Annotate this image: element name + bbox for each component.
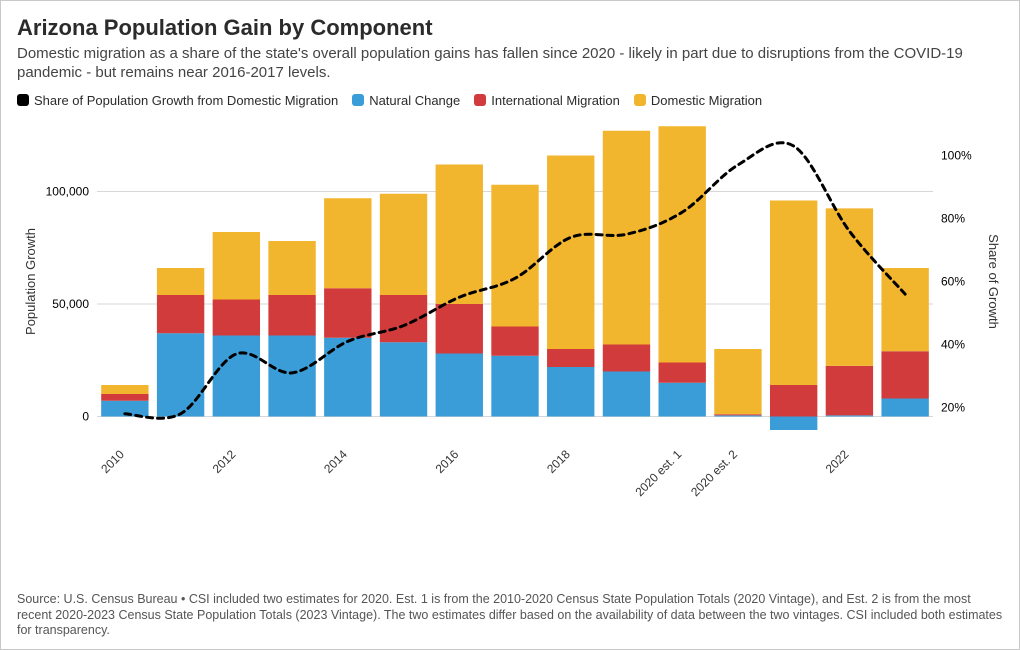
legend-label: Share of Population Growth from Domestic… bbox=[34, 93, 338, 108]
bar-domestic bbox=[491, 184, 538, 326]
legend-item: Domestic Migration bbox=[634, 93, 762, 108]
bar-natural bbox=[157, 333, 204, 416]
bar-domestic bbox=[714, 349, 761, 414]
bar-intl bbox=[157, 295, 204, 333]
bar-natural bbox=[603, 371, 650, 416]
bar-domestic bbox=[268, 241, 315, 295]
bar-intl bbox=[324, 288, 371, 338]
bar-domestic bbox=[659, 126, 706, 362]
legend-swatch bbox=[474, 94, 486, 106]
y-left-tick: 0 bbox=[82, 409, 89, 423]
y-right-tick: 100% bbox=[941, 148, 972, 162]
bar-intl bbox=[770, 385, 817, 417]
legend-label: International Migration bbox=[491, 93, 620, 108]
bar-domestic bbox=[157, 268, 204, 295]
chart-title: Arizona Population Gain by Component bbox=[17, 15, 1003, 41]
bar-domestic bbox=[324, 198, 371, 288]
bar-intl bbox=[881, 351, 928, 398]
y-right-tick: 20% bbox=[941, 400, 965, 414]
bar-domestic bbox=[213, 232, 260, 300]
bar-intl bbox=[547, 349, 594, 367]
bar-domestic bbox=[380, 193, 427, 294]
legend-swatch bbox=[634, 94, 646, 106]
bar-intl bbox=[213, 299, 260, 335]
bar-domestic bbox=[770, 200, 817, 385]
y-left-tick: 100,000 bbox=[46, 184, 90, 198]
bar-domestic bbox=[436, 164, 483, 304]
bar-domestic bbox=[603, 130, 650, 344]
chart-area: 050,000100,00020%40%60%80%100%2010201220… bbox=[17, 114, 1003, 534]
bar-domestic bbox=[547, 155, 594, 349]
source-note: Source: U.S. Census Bureau • CSI include… bbox=[17, 592, 1003, 639]
y-right-tick: 80% bbox=[941, 211, 965, 225]
bar-intl bbox=[826, 365, 873, 415]
y-left-tick: 50,000 bbox=[52, 297, 89, 311]
x-tick-label: 2022 bbox=[823, 446, 852, 475]
legend-swatch bbox=[352, 94, 364, 106]
x-tick-label: 2018 bbox=[544, 446, 573, 475]
bar-natural bbox=[547, 367, 594, 417]
bar-intl bbox=[603, 344, 650, 371]
chart-svg: 050,000100,00020%40%60%80%100%2010201220… bbox=[17, 114, 1003, 534]
bar-intl bbox=[714, 414, 761, 415]
y-right-tick: 40% bbox=[941, 337, 965, 351]
bar-natural bbox=[881, 398, 928, 416]
bar-natural bbox=[659, 382, 706, 416]
x-tick-label: 2012 bbox=[210, 446, 239, 475]
bar-intl bbox=[101, 394, 148, 401]
bar-natural bbox=[268, 335, 315, 416]
legend-item: Natural Change bbox=[352, 93, 460, 108]
bar-domestic bbox=[101, 385, 148, 394]
bar-intl bbox=[491, 326, 538, 355]
bar-natural bbox=[436, 353, 483, 416]
bar-natural bbox=[213, 335, 260, 416]
y-right-label: Share of Growth bbox=[986, 234, 1001, 329]
bar-intl bbox=[436, 304, 483, 354]
chart-card: Arizona Population Gain by Component Dom… bbox=[0, 0, 1020, 650]
legend-label: Natural Change bbox=[369, 93, 460, 108]
y-left-label: Population Growth bbox=[23, 228, 38, 335]
legend-item: Share of Population Growth from Domestic… bbox=[17, 93, 338, 108]
bar-natural bbox=[491, 355, 538, 416]
bar-intl bbox=[268, 295, 315, 336]
x-tick-label: 2014 bbox=[321, 446, 350, 475]
legend-item: International Migration bbox=[474, 93, 620, 108]
legend-swatch bbox=[17, 94, 29, 106]
x-tick-label: 2020 est. 2 bbox=[688, 446, 740, 498]
x-tick-label: 2010 bbox=[98, 446, 127, 475]
y-right-tick: 60% bbox=[941, 274, 965, 288]
chart-subtitle: Domestic migration as a share of the sta… bbox=[17, 45, 1003, 83]
bar-intl bbox=[659, 362, 706, 382]
bar-natural bbox=[380, 342, 427, 416]
x-axis: 2010 2012 2014 2016 2018 2020 est. 12020 est.… bbox=[98, 446, 852, 498]
x-tick-label: 2020 est. 1 bbox=[632, 446, 684, 498]
bar-domestic bbox=[881, 268, 928, 351]
legend-label: Domestic Migration bbox=[651, 93, 762, 108]
bar-natural bbox=[770, 416, 817, 430]
x-tick-label: 2016 bbox=[433, 446, 462, 475]
bar-natural bbox=[714, 415, 761, 416]
legend: Share of Population Growth from Domestic… bbox=[17, 93, 1003, 108]
bar-natural bbox=[826, 415, 873, 416]
